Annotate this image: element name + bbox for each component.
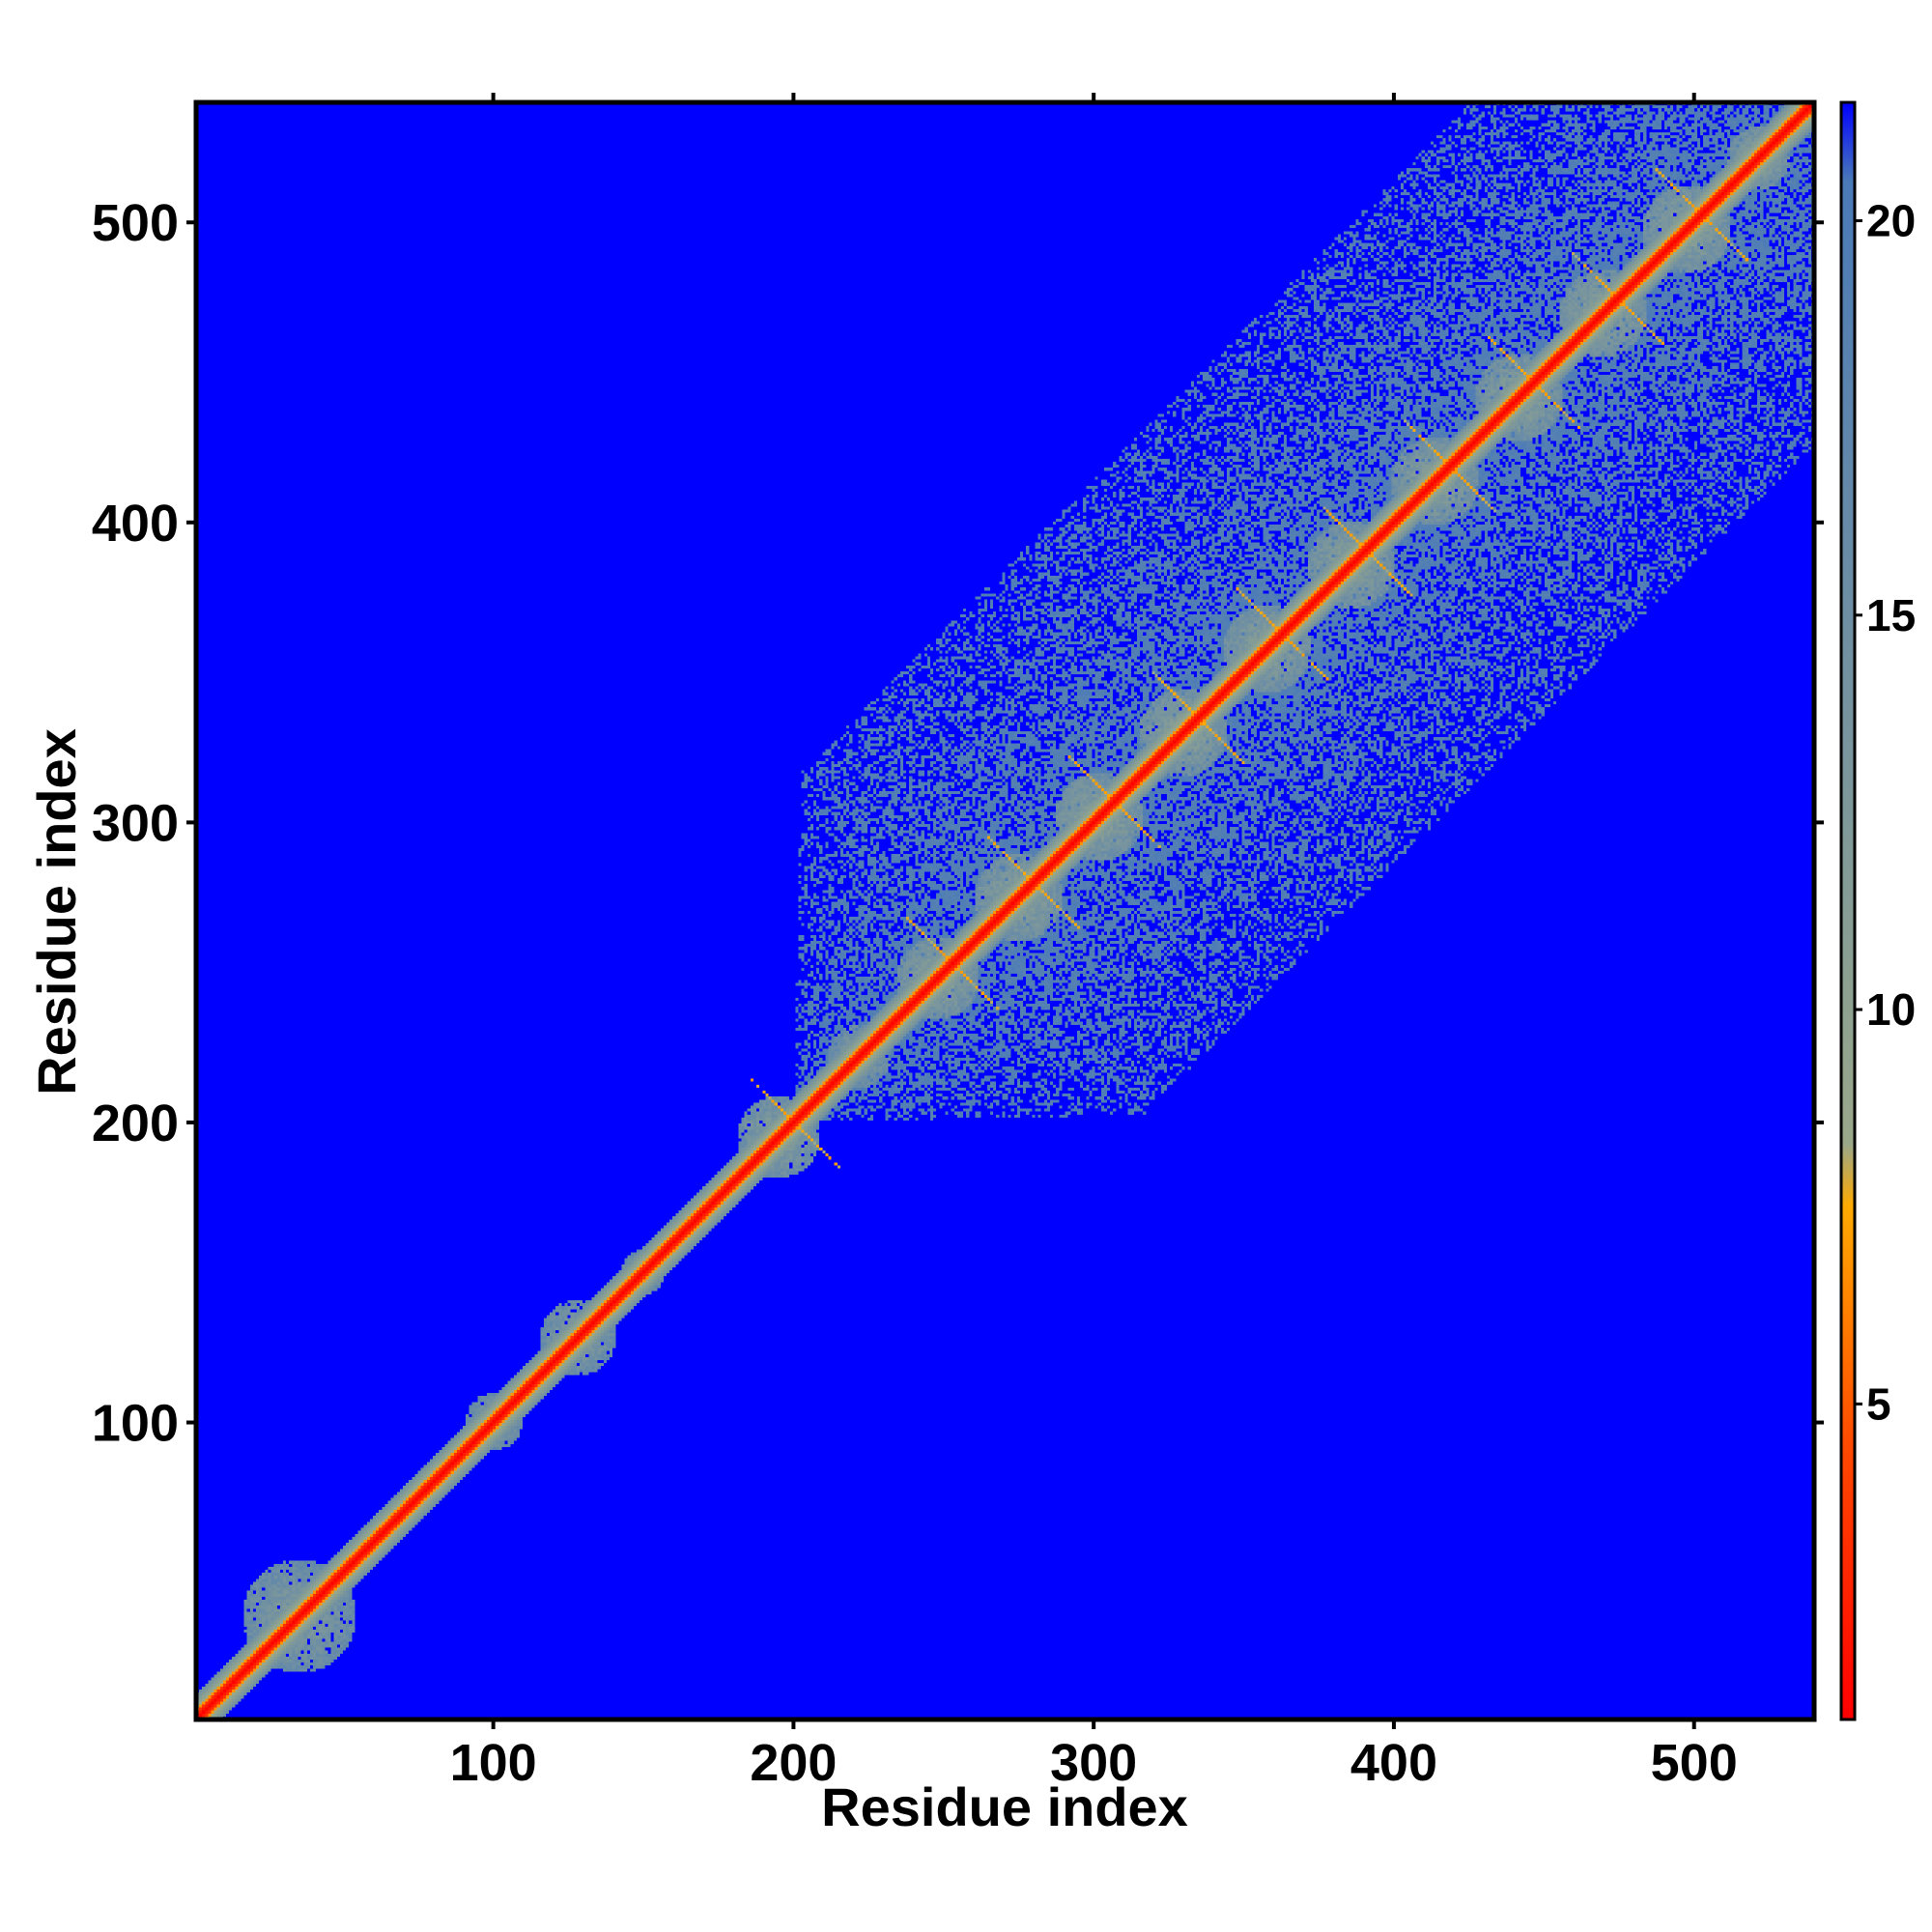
colorbar-tick-label: 5 <box>1866 1378 1891 1429</box>
y-tick-label: 200 <box>92 1094 179 1152</box>
heatmap-cells <box>196 102 1814 1719</box>
y-tick-label: 100 <box>92 1395 179 1453</box>
plot-area <box>196 102 1814 1719</box>
y-tick-label: 500 <box>92 194 179 252</box>
colorbar-tick-label: 20 <box>1866 195 1916 245</box>
y-tick-label: 300 <box>92 794 179 852</box>
colorbar-tick-label: 10 <box>1866 984 1916 1035</box>
colorbar: 5 10 15 20 <box>1839 100 1916 1721</box>
x-tick-label: 500 <box>1651 1734 1738 1792</box>
plot-frame <box>193 99 1817 1722</box>
x-tick-label: 400 <box>1350 1734 1437 1792</box>
x-tick-label: 200 <box>750 1734 837 1792</box>
colorbar-gradient <box>1839 100 1857 1721</box>
x-tick-label: 300 <box>1050 1734 1137 1792</box>
y-tick-label: 400 <box>92 495 179 553</box>
colorbar-tick-label: 15 <box>1866 590 1916 640</box>
y-axis-label: Residue index <box>26 728 87 1095</box>
x-tick-label: 100 <box>450 1734 537 1792</box>
axes: 100 200 300 400 500 100 200 300 400 500 <box>92 93 1824 1792</box>
x-axis-label: Residue index <box>821 1776 1188 1837</box>
